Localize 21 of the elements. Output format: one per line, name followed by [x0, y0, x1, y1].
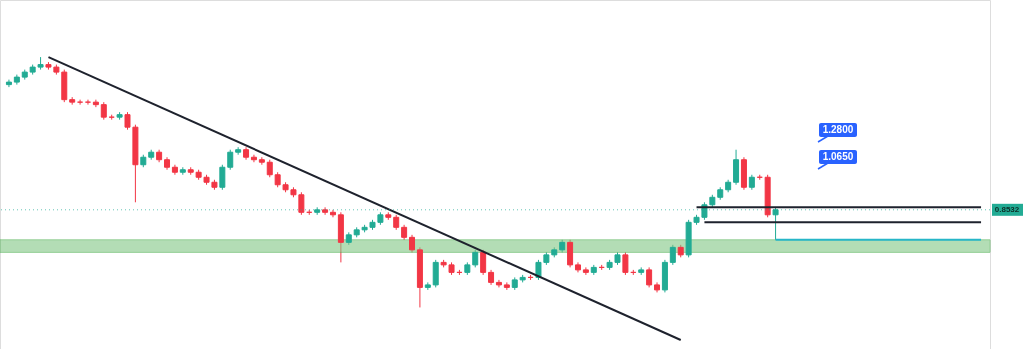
candlestick — [219, 164, 226, 191]
annotation: 1.2800 — [822, 124, 854, 135]
candlestick — [669, 244, 676, 266]
candlestick — [235, 146, 242, 156]
candlestick — [432, 259, 439, 288]
candlestick — [567, 239, 574, 268]
text: 0.8532 — [994, 204, 1020, 214]
candlestick — [77, 99, 84, 106]
candlestick — [250, 154, 257, 163]
candlestick — [503, 281, 510, 291]
candlestick — [646, 266, 653, 288]
candlestick — [582, 266, 589, 276]
candlestick — [622, 251, 629, 276]
candlestick — [733, 149, 740, 186]
annotation: 1.0650 — [822, 151, 854, 162]
candlestick — [329, 209, 336, 218]
candlestick — [258, 156, 265, 166]
candlestick — [84, 99, 91, 106]
candlestick — [322, 206, 329, 216]
candlestick — [227, 149, 234, 171]
candlestick — [480, 249, 487, 276]
